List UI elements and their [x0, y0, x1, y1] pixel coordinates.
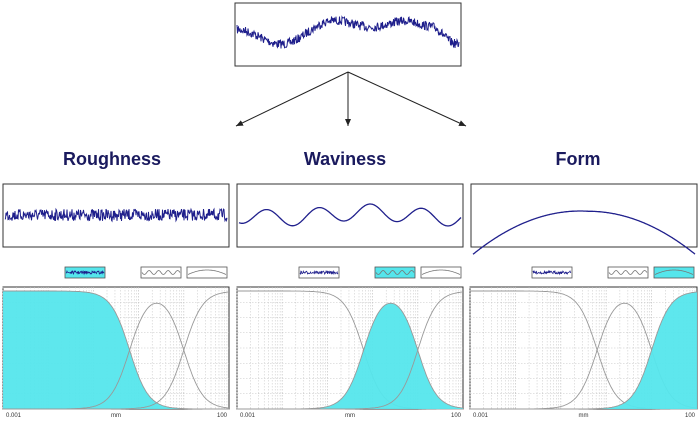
roughness-thumbnail-trace [299, 269, 339, 276]
form-profile-trace [472, 210, 696, 255]
waviness-title: Waviness [304, 149, 386, 169]
roughness-thumbnail [298, 266, 340, 279]
roughness-title: Roughness [63, 149, 161, 169]
roughness-band-curve [3, 290, 229, 410]
form-band-curve [470, 291, 698, 410]
roughness-thumbnail-trace [532, 269, 572, 276]
waviness-profile-trace [238, 203, 462, 227]
axis-max-label: 100 [217, 413, 228, 419]
axis-min-label: 0.001 [473, 413, 489, 419]
arrow-to-roughness [235, 71, 349, 127]
form-thumbnail-trace [421, 269, 461, 275]
form-title: Form [556, 149, 601, 169]
axis-max-label: 100 [451, 413, 462, 419]
arrow-to-form [347, 71, 467, 127]
waviness-thumbnail-trace [608, 270, 648, 275]
form-filter-panel: 0.001 mm 100 [469, 266, 698, 419]
form-thumbnail-trace [654, 269, 694, 275]
axis-unit-label: mm [111, 413, 121, 419]
form-thumbnail-trace [187, 269, 227, 275]
form-thumbnail [186, 266, 228, 279]
raw-profile-frame [234, 2, 462, 67]
roughness-band-fill [3, 291, 229, 409]
axis-max-label: 100 [685, 413, 696, 419]
axis-min-label: 0.001 [6, 413, 22, 419]
axis-unit-label: mm [345, 413, 355, 419]
waviness-profile-frame [236, 183, 464, 248]
roughness-profile-trace [4, 207, 228, 223]
axis-unit-label: mm [579, 413, 589, 419]
roughness-thumbnail-trace [65, 269, 105, 276]
waviness-thumbnail-trace [375, 270, 415, 275]
axis-min-label: 0.001 [240, 413, 256, 419]
waviness-filter-panel: 0.001 mm 100 [236, 266, 464, 419]
form-thumbnail [653, 266, 695, 279]
form-band-curve [237, 291, 464, 410]
filter-band-panels: 0.001 mm 100 0.001 mm 100 0.001 mm 100 [2, 266, 698, 419]
raw-profile-trace [236, 15, 460, 49]
roughness-filter-panel: 0.001 mm 100 [2, 266, 230, 419]
form-thumbnail [420, 266, 462, 279]
waviness-thumbnail-trace [141, 270, 181, 275]
form-band-curve [3, 291, 230, 410]
form-profile-frame [470, 183, 698, 248]
